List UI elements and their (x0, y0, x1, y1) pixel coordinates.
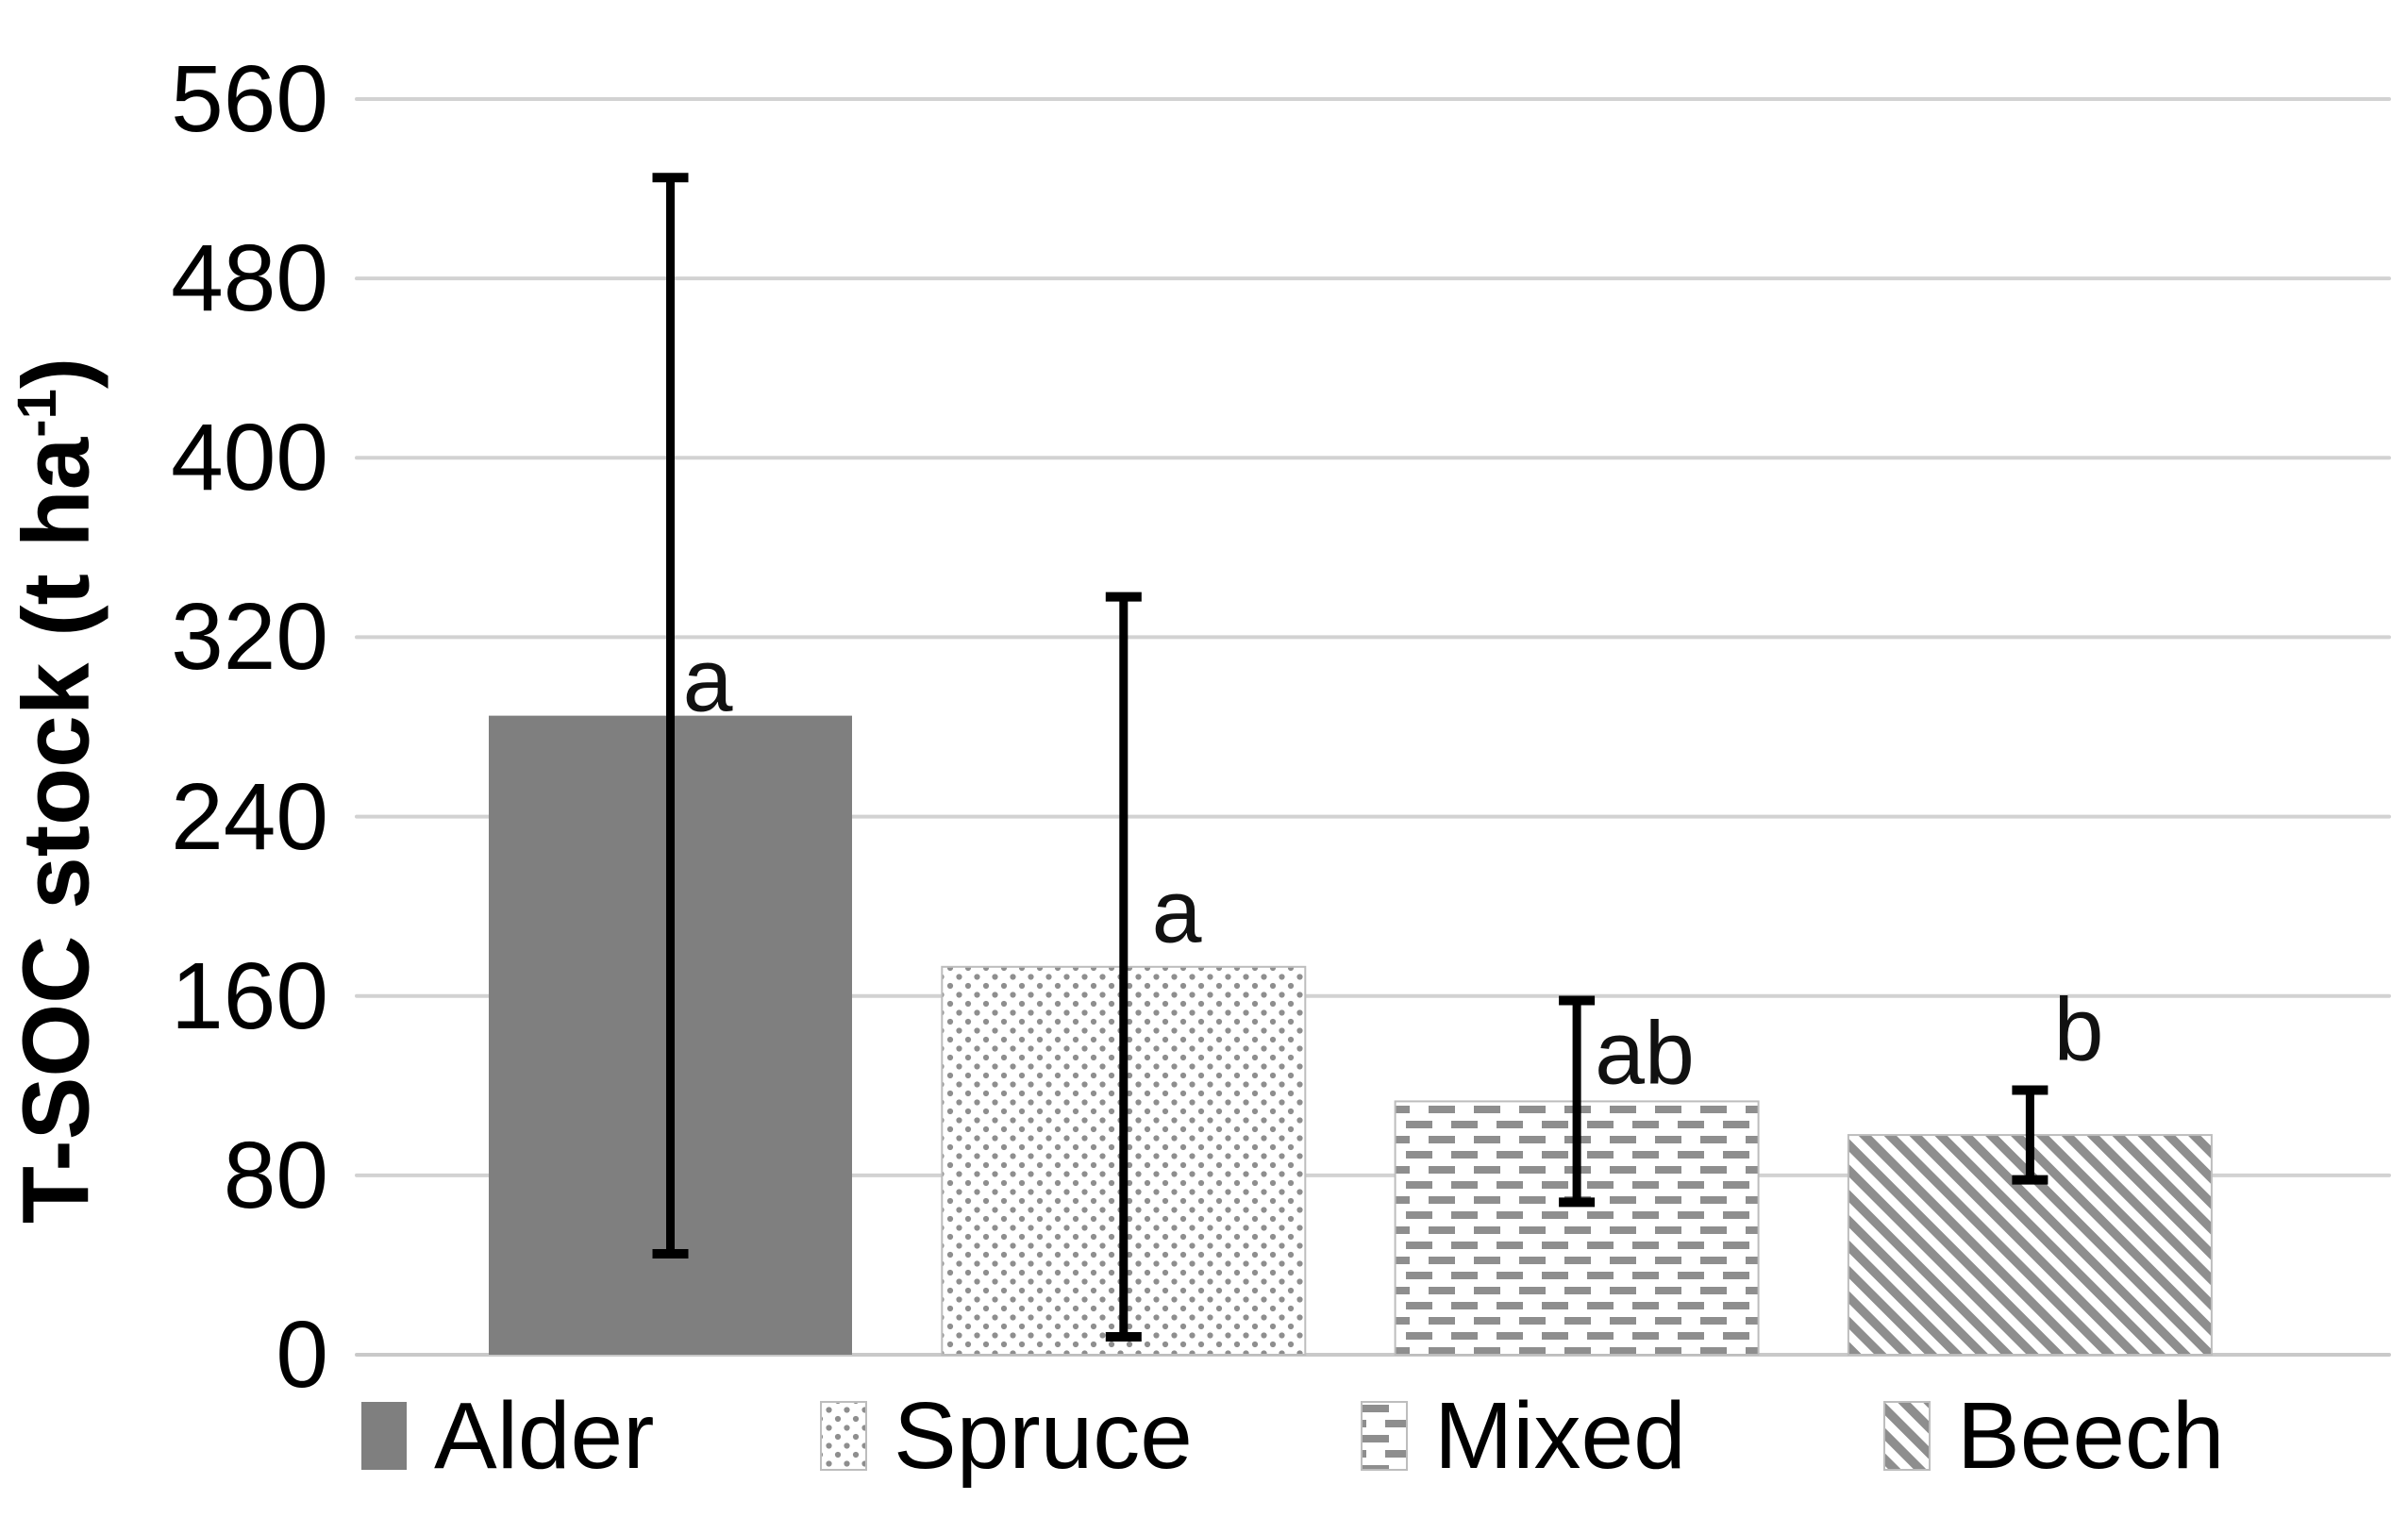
legend-item-mixed: Mixed (1361, 1389, 1686, 1483)
y-axis-title-main: T-SOC stock (t ha (3, 437, 109, 1225)
legend-label-beech: Beech (1957, 1383, 2225, 1489)
legend-swatch-diagonal-stripes (1883, 1401, 1931, 1471)
y-tick-label-160: 160 (171, 942, 328, 1049)
bars (489, 715, 2213, 1356)
y-tick-label-320: 320 (171, 584, 328, 691)
y-axis-title-superscript: -1 (7, 389, 69, 438)
legend-label-mixed: Mixed (1434, 1383, 1686, 1489)
y-tick-label-560: 560 (171, 46, 328, 152)
legend-item-alder: Alder (360, 1389, 654, 1483)
y-axis-title-close: ) (3, 357, 109, 390)
y-tick-label-80: 80 (223, 1122, 328, 1228)
legend-item-spruce: Spruce (820, 1389, 1193, 1483)
legend-swatch-dotted-diamond (820, 1401, 867, 1471)
y-tick-label-240: 240 (171, 763, 328, 870)
sig-letter-spruce: a (1151, 861, 1202, 962)
sig-letter-mixed: ab (1595, 1003, 1695, 1104)
y-axis-title: T-SOC stock (t ha-1) (3, 358, 111, 1224)
error-bars (652, 173, 2048, 1342)
legend-label-spruce: Spruce (894, 1383, 1193, 1489)
y-tick-label-0: 0 (276, 1302, 328, 1408)
legend-label-alder: Alder (434, 1383, 655, 1489)
y-tick-label-480: 480 (171, 225, 328, 332)
chart-legend: Alder Spruce Mixed Beech (0, 1389, 2408, 1492)
legend-swatch-solid-gray (361, 1402, 407, 1470)
legend-item-beech: Beech (1883, 1389, 2225, 1483)
sig-letter-alder: a (682, 630, 733, 731)
legend-swatch-dashed-horizontal (1361, 1401, 1408, 1471)
sig-letter-beech: b (2053, 979, 2104, 1080)
y-tick-label-400: 400 (171, 405, 328, 511)
